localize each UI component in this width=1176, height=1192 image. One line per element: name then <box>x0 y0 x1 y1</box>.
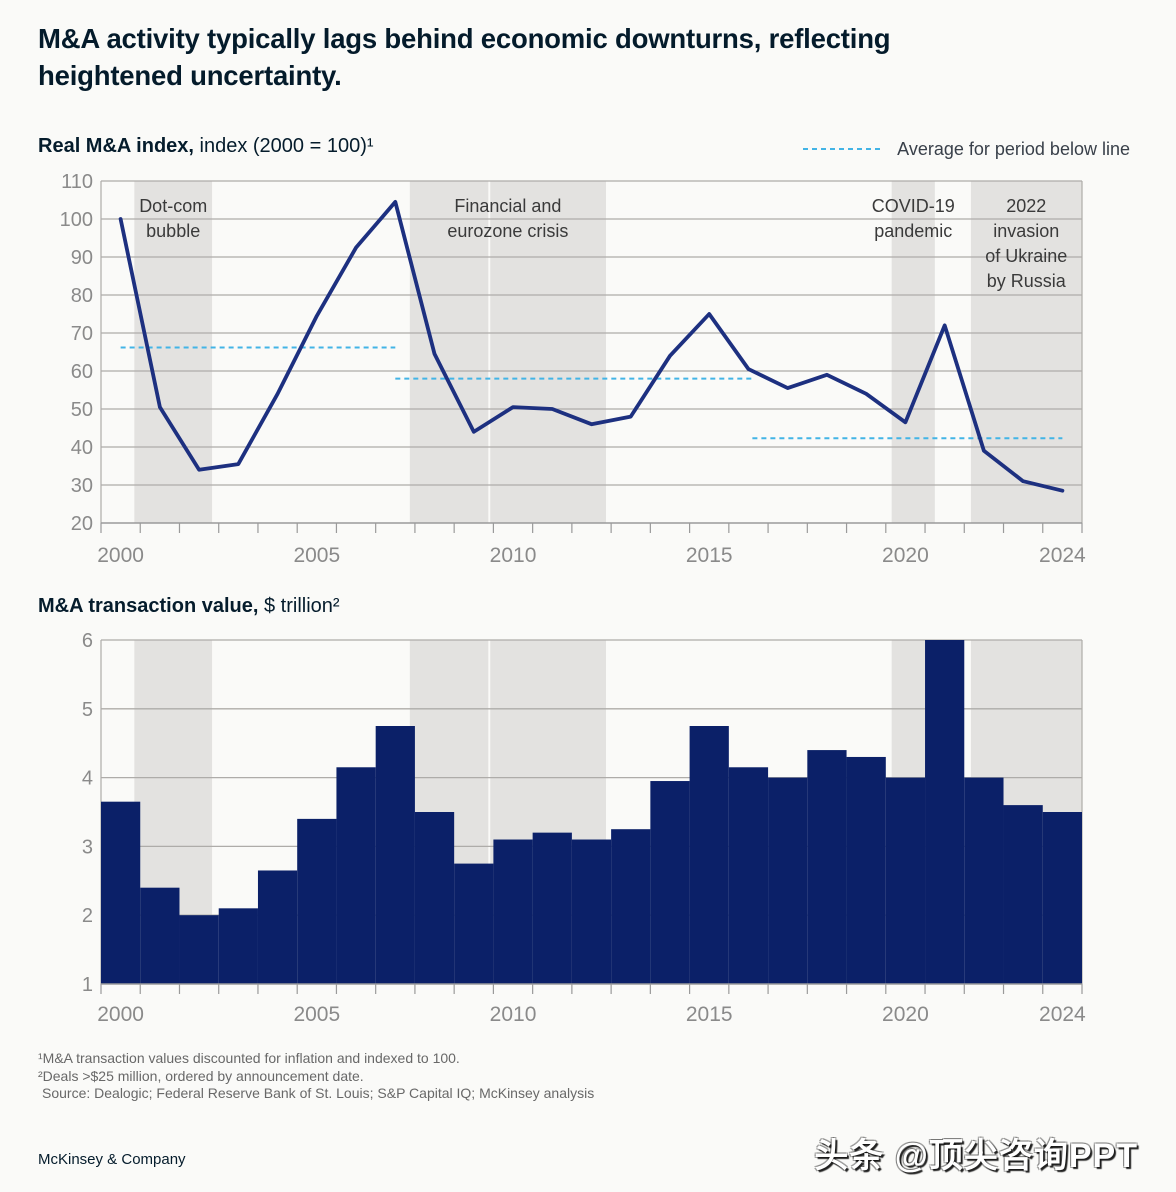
bar-2002 <box>179 915 219 984</box>
x-tick-label: 2000 <box>97 544 144 567</box>
line-chart-title-bold: Real M&A index, <box>38 135 194 157</box>
x-tick-label: 2024 <box>1039 544 1086 567</box>
y-tick-label: 20 <box>71 513 93 535</box>
bar-2005 <box>297 818 337 984</box>
x-tick-label: 2020 <box>882 544 929 567</box>
real-ma-index-line-chart: 20 30 40 50 60 70 80 90 100 110 2000 2005 2010 2015 20… <box>60 171 1086 567</box>
event-label: Dot-com bubble <box>139 196 207 241</box>
index-line <box>118 199 1065 493</box>
event-band <box>409 181 489 523</box>
page-title-line1: M&A activity typically lags behind econo… <box>38 23 891 54</box>
bar-chart-title-bold: M&A transaction value, <box>38 595 259 617</box>
footnotes: ¹M&A transaction values discounted for i… <box>38 1050 594 1103</box>
bar-2013 <box>611 829 651 984</box>
line-chart-title: Real M&A index, index (2000 = 100)¹ <box>38 135 374 158</box>
ma-transaction-value-bar-chart: 1 2 3 4 5 6 2000 2005 2010 2015 2020 2024 <box>82 630 1086 1026</box>
event-label: Financial and eurozone crisis <box>447 196 568 241</box>
brand-mckinsey: McKinsey & Company <box>38 1151 186 1168</box>
y-tick-label: 4 <box>82 768 93 790</box>
bar-2014 <box>650 781 690 984</box>
y-tick-label: 60 <box>71 361 93 383</box>
bar-2015 <box>689 726 729 984</box>
bar-2000 <box>101 801 141 984</box>
bar-2017 <box>768 777 808 984</box>
y-tick-label: 2 <box>82 905 93 927</box>
bar-2011 <box>532 832 572 984</box>
x-tick-label: 2005 <box>293 544 340 567</box>
page-title: M&A activity typically lags behind econo… <box>38 20 1038 94</box>
page-title-line2: heightened uncertainty. <box>38 60 342 91</box>
bar-2016 <box>728 767 769 984</box>
bar-2004 <box>257 870 298 984</box>
bar-2019 <box>846 756 886 984</box>
watermark: 头条 @顶尖咨询PPT <box>814 1137 1138 1175</box>
event-label: COVID-19 pandemic <box>872 196 955 241</box>
footnote-source: Source: Dealogic; Federal Reserve Bank o… <box>42 1085 595 1101</box>
bar-2012 <box>571 839 612 984</box>
y-tick-label: 6 <box>82 630 93 652</box>
x-tick-label: 2010 <box>490 1003 537 1026</box>
x-tick-label: 2000 <box>97 1003 144 1026</box>
bar-2023 <box>1003 805 1043 984</box>
event-label: 2022 invasion of Ukraine by Russia <box>985 196 1067 291</box>
bar-2021 <box>925 640 965 984</box>
y-tick-label: 1 <box>82 974 93 996</box>
y-tick-label: 100 <box>60 209 93 231</box>
bar-2022 <box>964 777 1004 984</box>
bar-2018 <box>807 750 847 984</box>
x-tick-label: 2024 <box>1039 1003 1086 1026</box>
event-band <box>970 181 1082 523</box>
y-tick-label: 80 <box>71 285 93 307</box>
bar-2006 <box>336 767 376 984</box>
bar-2003 <box>218 908 258 984</box>
bar-2001 <box>140 887 180 984</box>
x-tick-label: 2010 <box>490 544 537 567</box>
y-tick-label: 40 <box>71 437 93 459</box>
y-tick-label: 90 <box>71 247 93 269</box>
x-tick-label: 2015 <box>686 544 733 567</box>
bar-2010 <box>493 839 533 984</box>
y-tick-label: 50 <box>71 399 93 421</box>
y-tick-label: 70 <box>71 323 93 345</box>
y-tick-label: 3 <box>82 836 93 858</box>
footnote-1: ¹M&A transaction values discounted for i… <box>38 1050 460 1066</box>
average-dashed-line-icon <box>803 148 884 150</box>
x-tick-label: 2020 <box>882 1003 929 1026</box>
bar-chart-title-units: $ trillion² <box>258 595 340 617</box>
bar-2024 <box>1042 812 1082 984</box>
legend-label: Average for period below line <box>897 138 1130 159</box>
y-tick-label: 30 <box>71 475 93 497</box>
bar-2007 <box>375 726 415 984</box>
bar-chart-title: M&A transaction value, $ trillion² <box>38 595 340 618</box>
y-tick-label: 5 <box>82 699 93 721</box>
footnote-2: ²Deals >$25 million, ordered by announce… <box>38 1067 364 1084</box>
bar-2009 <box>454 863 494 984</box>
legend: Average for period below line <box>803 137 1130 161</box>
event-band <box>490 181 607 523</box>
line-chart-title-units: index (2000 = 100)¹ <box>193 135 374 157</box>
x-tick-label: 2005 <box>293 1003 340 1026</box>
event-band <box>891 181 935 523</box>
x-tick-label: 2015 <box>686 1003 733 1026</box>
y-tick-label: 110 <box>61 171 93 193</box>
bar-2020 <box>885 777 926 984</box>
bar-2008 <box>414 812 455 984</box>
